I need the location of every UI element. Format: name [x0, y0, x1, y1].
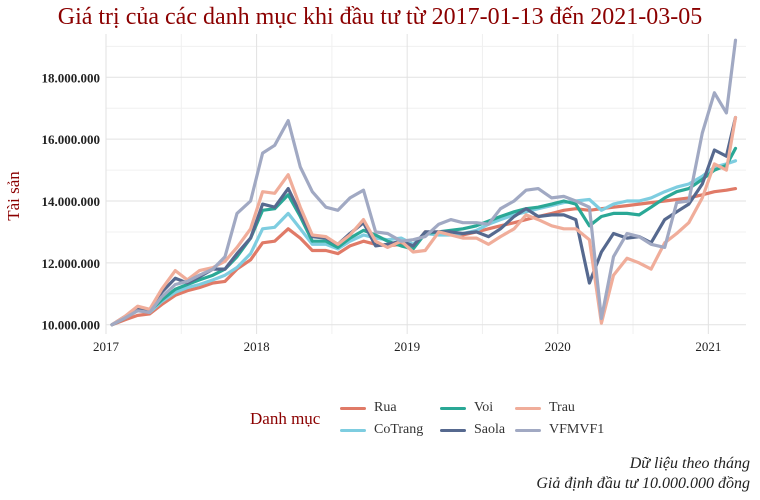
chart-title: Giá trị của các danh mục khi đầu tư từ 2… [57, 4, 703, 30]
caption-frequency: Dữ liệu theo tháng [629, 455, 750, 472]
legend-label: Voi [474, 400, 494, 415]
series-lines [110, 38, 738, 327]
x-tick-label: 2020 [545, 339, 571, 354]
legend-label: CoTrang [374, 422, 424, 437]
y-tick-label: 10.000.000 [42, 318, 101, 333]
x-tick-label: 2019 [394, 339, 420, 354]
legend: Rua CoTrang Voi Saola Trau VFMVF1 [340, 398, 640, 442]
legend-title: Danh mục [250, 409, 321, 428]
caption-assumption: Giả định đầu tư 10.000.000 đồng [536, 475, 750, 492]
legend-item-saola: Saola [440, 420, 505, 440]
legend-swatch [340, 428, 366, 432]
legend-item-cotrang: CoTrang [340, 420, 423, 440]
legend-label: Saola [474, 422, 506, 437]
axis-ticks: 2017 2018 2019 2020 2021 10.000.000 12.000.000… [42, 70, 722, 354]
legend-swatch [440, 428, 466, 432]
series-line-cotrang [110, 159, 738, 327]
x-tick-label: 2021 [695, 339, 721, 354]
legend-swatch [515, 428, 541, 432]
legend-item-voi: Voi [440, 398, 493, 418]
series-line-vfmvf1 [110, 38, 738, 327]
y-tick-label: 14.000.000 [42, 194, 101, 209]
grid-lines [105, 34, 746, 334]
series-line-rua [110, 187, 738, 327]
legend-label: Rua [374, 400, 397, 415]
legend-label: VFMVF1 [549, 422, 605, 437]
x-tick-label: 2018 [244, 339, 270, 354]
legend-item-vfmvf1: VFMVF1 [515, 420, 604, 440]
legend-swatch [515, 406, 541, 410]
legend-label: Trau [549, 400, 575, 415]
x-tick-label: 2017 [93, 339, 120, 354]
y-tick-label: 12.000.000 [42, 256, 101, 271]
y-tick-label: 18.000.000 [42, 70, 101, 85]
legend-swatch [340, 406, 366, 410]
legend-swatch [440, 406, 466, 410]
y-tick-label: 16.000.000 [42, 132, 101, 147]
legend-item-trau: Trau [515, 398, 575, 418]
legend-item-rua: Rua [340, 398, 397, 418]
